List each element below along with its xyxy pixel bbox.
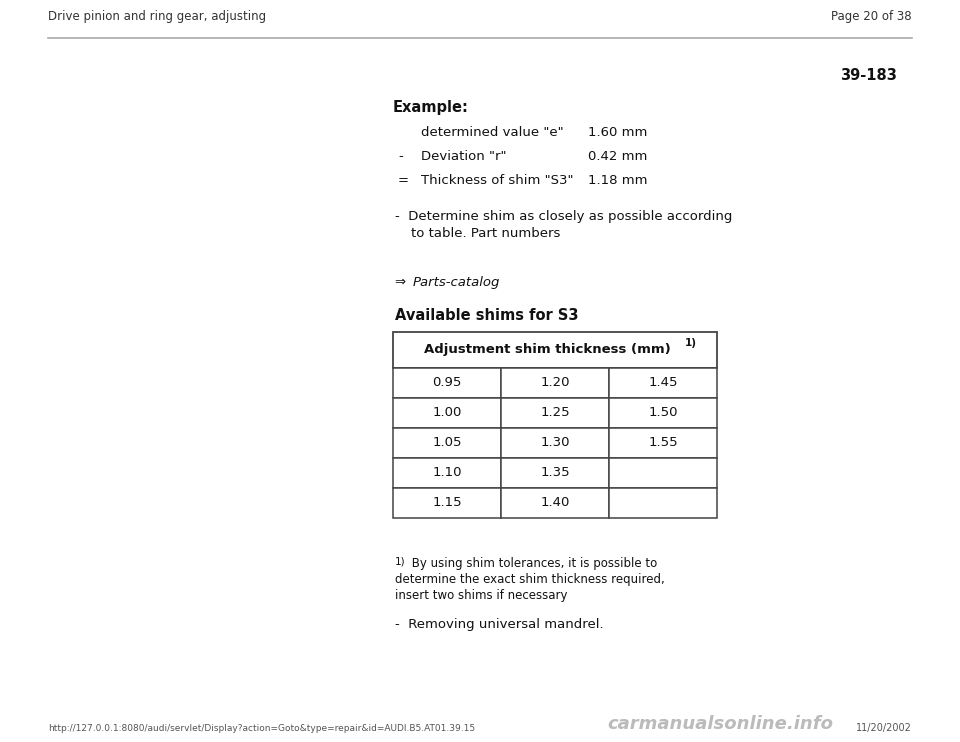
Text: -  Removing universal mandrel.: - Removing universal mandrel. [395, 618, 604, 631]
Text: determined value "e": determined value "e" [421, 126, 564, 139]
Text: By using shim tolerances, it is possible to: By using shim tolerances, it is possible… [408, 557, 658, 570]
Text: =: = [398, 174, 409, 187]
Text: 1.00: 1.00 [432, 407, 462, 419]
Text: 1.30: 1.30 [540, 436, 569, 450]
Text: 0.95: 0.95 [432, 376, 462, 390]
Bar [501, 428, 609, 458]
Text: Available shims for S3: Available shims for S3 [395, 308, 579, 323]
Bar [609, 458, 717, 488]
Bar [501, 398, 609, 428]
Text: 1.45: 1.45 [648, 376, 678, 390]
Bar [501, 458, 609, 488]
Bar [393, 398, 501, 428]
Text: 11/20/2002: 11/20/2002 [856, 723, 912, 733]
Text: -  Determine shim as closely as possible according: - Determine shim as closely as possible … [395, 210, 732, 223]
Text: 0.42 mm: 0.42 mm [588, 150, 647, 163]
Text: 1.05: 1.05 [432, 436, 462, 450]
Text: Example:: Example: [393, 100, 468, 115]
Text: Adjustment shim thickness (mm): Adjustment shim thickness (mm) [423, 344, 670, 356]
Text: carmanualsonline.info: carmanualsonline.info [607, 715, 833, 733]
Text: 1.15: 1.15 [432, 496, 462, 510]
Bar [393, 458, 501, 488]
Text: determine the exact shim thickness required,: determine the exact shim thickness requi… [395, 573, 664, 586]
Text: http://127.0.0.1:8080/audi/servlet/Display?action=Goto&type=repair&id=AUDI.B5.AT: http://127.0.0.1:8080/audi/servlet/Displ… [48, 724, 475, 733]
Text: to table. Part numbers: to table. Part numbers [411, 227, 561, 240]
Text: 1): 1) [395, 557, 406, 567]
Bar [501, 368, 609, 398]
Text: 1.20: 1.20 [540, 376, 569, 390]
Bar [393, 428, 501, 458]
Text: Page 20 of 38: Page 20 of 38 [831, 10, 912, 23]
Text: Deviation "r": Deviation "r" [421, 150, 507, 163]
Bar [609, 398, 717, 428]
Text: Thickness of shim "S3": Thickness of shim "S3" [421, 174, 573, 187]
Bar [609, 428, 717, 458]
Text: 1.40: 1.40 [540, 496, 569, 510]
Text: insert two shims if necessary: insert two shims if necessary [395, 589, 567, 602]
Bar [609, 368, 717, 398]
Text: 1.25: 1.25 [540, 407, 570, 419]
Text: 1.10: 1.10 [432, 467, 462, 479]
Bar [393, 332, 717, 368]
Text: 1.50: 1.50 [648, 407, 678, 419]
Text: 1.60 mm: 1.60 mm [588, 126, 647, 139]
Text: 1.18 mm: 1.18 mm [588, 174, 647, 187]
Text: Parts-catalog: Parts-catalog [413, 276, 500, 289]
Bar [393, 488, 501, 518]
Text: Drive pinion and ring gear, adjusting: Drive pinion and ring gear, adjusting [48, 10, 266, 23]
Bar [501, 488, 609, 518]
Text: 1.55: 1.55 [648, 436, 678, 450]
Bar [393, 368, 501, 398]
Bar [609, 488, 717, 518]
Text: 1.35: 1.35 [540, 467, 570, 479]
Text: 1): 1) [685, 338, 697, 348]
Text: 39-183: 39-183 [840, 68, 897, 83]
Text: -: - [398, 150, 403, 163]
Text: ⇒: ⇒ [395, 276, 410, 289]
